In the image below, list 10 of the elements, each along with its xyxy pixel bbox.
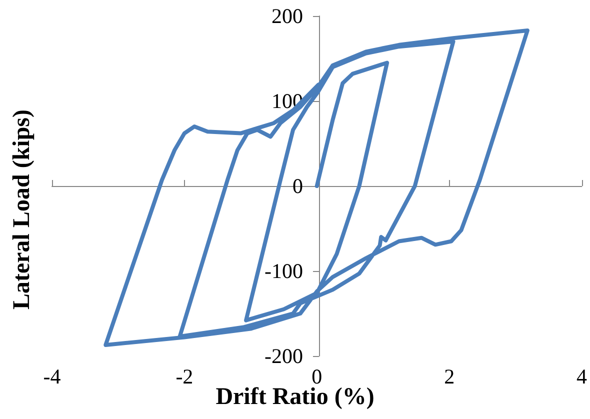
x-tick-label: -4: [43, 364, 62, 388]
x-tick-label: 4: [576, 364, 588, 388]
y-tick-label: -200: [264, 344, 303, 368]
x-tick-label: -2: [176, 364, 194, 388]
y-tick-label: -100: [264, 259, 303, 283]
line-series: [104, 28, 530, 347]
x-tick-label: 2: [444, 364, 455, 388]
y-tick-label: 0: [292, 174, 303, 198]
y-tick-label: 200: [272, 4, 303, 28]
y-axis-title: Lateral Load (kips): [9, 109, 35, 310]
